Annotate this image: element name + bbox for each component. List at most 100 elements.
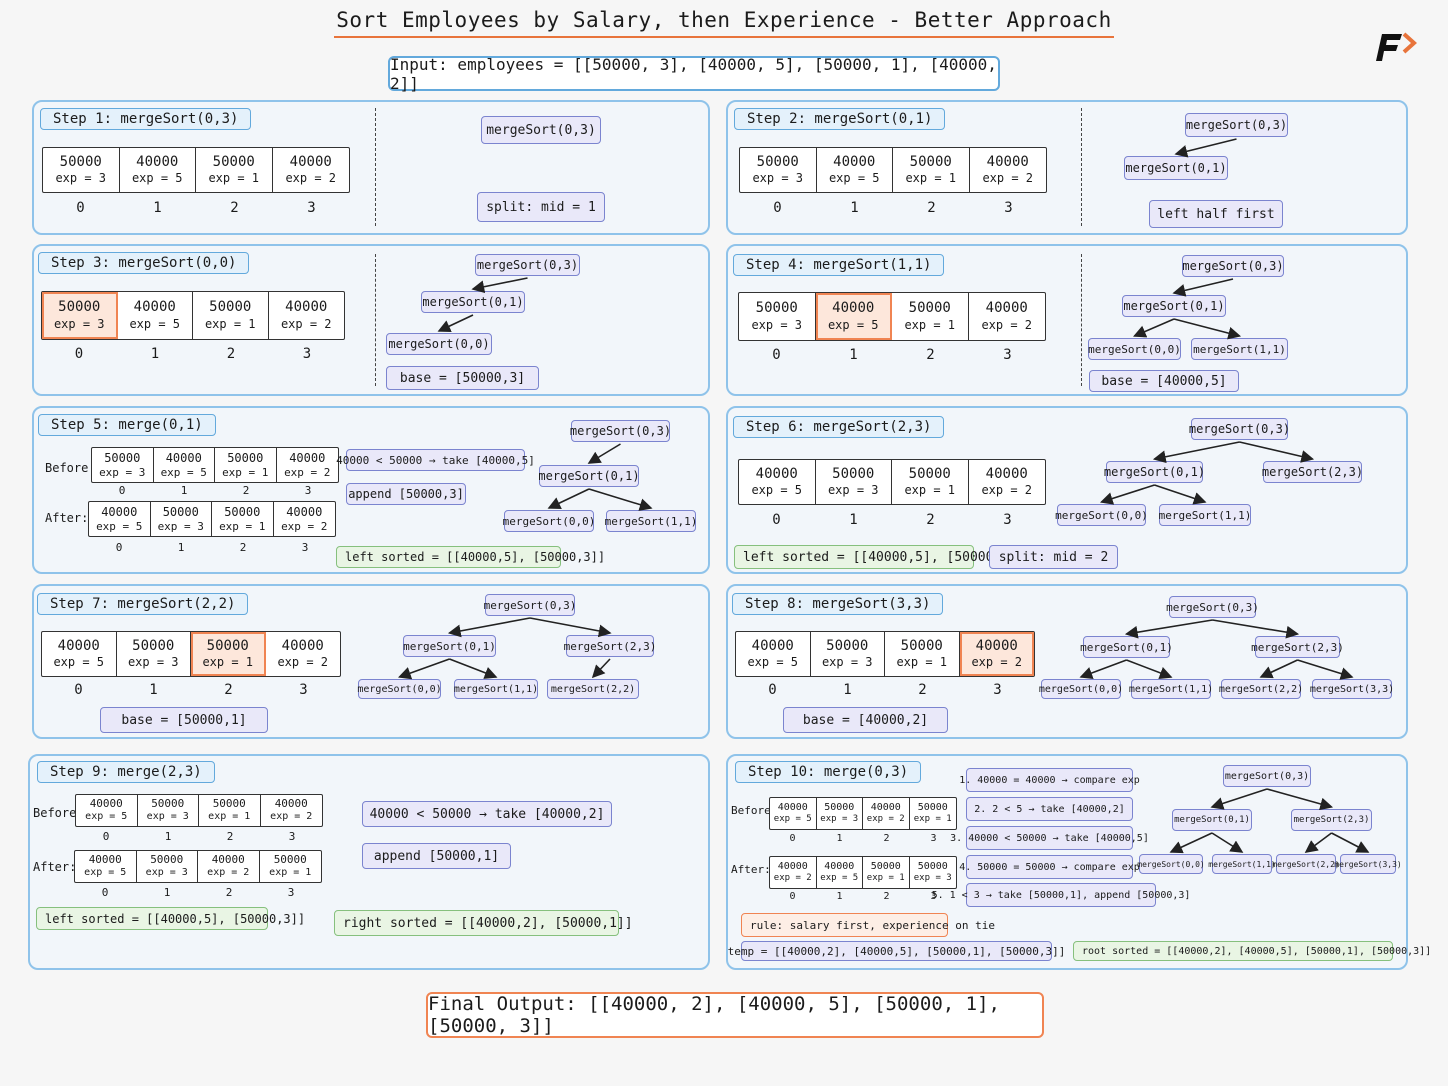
- cell-salary: 50000: [826, 637, 869, 654]
- array-cell: 50000 exp = 1: [215, 448, 277, 482]
- step-5-label: Step 5: merge(0,1): [38, 414, 216, 436]
- cell-salary: 50000: [908, 465, 951, 482]
- array-index: 1: [149, 682, 158, 698]
- tree-node: mergeSort(2,2): [547, 679, 639, 699]
- tree-node: mergeSort(1,1): [1191, 338, 1288, 360]
- array-cell: 40000 exp = 2: [969, 293, 1046, 340]
- cell-salary: 50000: [59, 153, 102, 170]
- array-cell: 50000 exp = 1: [199, 795, 261, 826]
- tree-node: mergeSort(0,3): [1189, 418, 1290, 440]
- cell-exp: exp = 3: [53, 316, 105, 331]
- tree-node: mergeSort(0,1): [1124, 156, 1228, 180]
- cell-salary: 50000: [909, 153, 952, 170]
- tree-node: mergeSort(0,0): [503, 510, 595, 532]
- row-label: Before:: [33, 806, 84, 820]
- array-cell: 50000 exp = 3: [138, 795, 199, 826]
- right-sorted-note: right sorted = [[40000,2], [50000,1]]: [334, 910, 633, 936]
- array-cell: 50000 exp = 3: [43, 148, 120, 192]
- cell-salary: 40000: [165, 450, 202, 465]
- array-cell: 50000 exp = 1: [885, 632, 960, 676]
- array-row: 40000 exp = 5 50000 exp = 3 50000 exp = 1 4000…: [738, 459, 1046, 505]
- tree-edge: [1126, 659, 1173, 679]
- tree-edge: [1259, 659, 1298, 679]
- array-cell: 50000 exp = 1: [892, 460, 969, 504]
- tree-edge: [1212, 619, 1300, 639]
- cell-salary: 50000: [150, 853, 184, 867]
- array-index: 2: [230, 200, 239, 216]
- cell-salary: 50000: [224, 504, 261, 519]
- array-cell: 40000 exp = 2: [198, 851, 260, 882]
- tree-edge: [397, 658, 450, 680]
- array-cell: 40000 exp = 2: [277, 448, 339, 482]
- tree-edge: [1124, 619, 1213, 639]
- array-index: 1: [836, 891, 843, 902]
- array-cell: 50000 exp = 3: [910, 857, 956, 888]
- cell-exp: exp = 1: [222, 465, 269, 479]
- array-index: 0: [768, 682, 777, 698]
- cell-exp: exp = 5: [751, 483, 803, 498]
- array-index: 1: [180, 484, 188, 497]
- cell-salary: 50000: [832, 465, 875, 482]
- cell-salary: 40000: [289, 153, 332, 170]
- step-7-label: Step 7: mergeSort(2,2): [37, 593, 249, 615]
- cell-exp: exp = 2: [971, 655, 1023, 670]
- left-sorted-note: left sorted = [[40000,5], [50000,3]]: [734, 545, 1025, 569]
- array-index: 1: [164, 830, 172, 843]
- cell-exp: exp = 1: [269, 867, 312, 879]
- cell-salary: 40000: [88, 853, 122, 867]
- array-index: 2: [224, 682, 233, 698]
- page-title: Sort Employees by Salary, then Experienc…: [0, 8, 1448, 38]
- cell-exp: exp = 2: [270, 811, 313, 823]
- array-index: 1: [849, 512, 858, 528]
- cell-exp: exp = 3: [127, 655, 179, 670]
- temp-note: temp = [[40000,2], [40000,5], [50000,1],…: [728, 941, 1065, 961]
- cell-salary: 40000: [274, 797, 308, 811]
- cell-salary: 40000: [755, 465, 798, 482]
- array-index: 3: [288, 830, 296, 843]
- tree-node: mergeSort(1,1): [454, 679, 538, 699]
- cell-salary: 40000: [975, 637, 1018, 654]
- array-row: 40000 exp = 5 50000 exp = 3 40000 exp = 2 5000…: [74, 850, 322, 883]
- array-index: 1: [836, 833, 843, 844]
- cell-exp: exp = 3: [913, 873, 952, 884]
- tree-edge: [1331, 832, 1370, 853]
- divider: [375, 108, 376, 226]
- array-row: 50000 exp = 3 40000 exp = 5 50000 exp = 1 4000…: [42, 147, 350, 193]
- base-note: base = [50000,1]: [100, 707, 268, 733]
- array-index: 0: [772, 512, 781, 528]
- tree-node: mergeSort(2,2): [1219, 679, 1303, 699]
- cell-salary: 50000: [917, 801, 948, 813]
- append-note: append [50000,1]: [362, 843, 511, 869]
- array-index: 0: [115, 541, 123, 554]
- cell-exp: exp = 3: [751, 317, 803, 332]
- array-index: 2: [226, 346, 236, 362]
- cell-salary: 40000: [289, 450, 326, 465]
- array-index: 3: [1004, 200, 1013, 216]
- tree-edge: [547, 488, 590, 509]
- tree-root: mergeSort(0,3): [481, 116, 601, 144]
- final-output: Final Output: [[40000, 2], [40000, 5], […: [426, 992, 1044, 1038]
- array-index: 3: [1003, 347, 1012, 363]
- array-index: 3: [304, 484, 312, 497]
- array-cell: 50000 exp = 1: [196, 148, 273, 192]
- array-index: 2: [927, 200, 936, 216]
- array-index: 3: [993, 682, 1002, 698]
- row-label: After:: [33, 860, 77, 874]
- array-cell: 50000 exp = 3: [817, 798, 863, 829]
- array-cell: 50000 exp = 1: [193, 292, 269, 339]
- array-index: 3: [299, 682, 308, 698]
- array-index: 0: [773, 200, 782, 216]
- tree-node: mergeSort(0,3): [1182, 255, 1284, 277]
- cell-exp: exp = 5: [96, 519, 143, 533]
- cell-salary: 40000: [986, 153, 1029, 170]
- cell-salary: 50000: [132, 637, 175, 654]
- cell-salary: 40000: [136, 153, 179, 170]
- cell-salary: 40000: [985, 465, 1028, 482]
- base-note: base = [50000,3]: [386, 366, 539, 390]
- cell-salary: 40000: [89, 797, 123, 811]
- array-cell: 50000 exp = 1: [260, 851, 322, 882]
- array-cell: 40000 exp = 5: [42, 632, 117, 676]
- cell-exp: exp = 5: [747, 655, 799, 670]
- cell-exp: exp = 1: [208, 811, 251, 823]
- cell-exp: exp = 5: [827, 317, 879, 332]
